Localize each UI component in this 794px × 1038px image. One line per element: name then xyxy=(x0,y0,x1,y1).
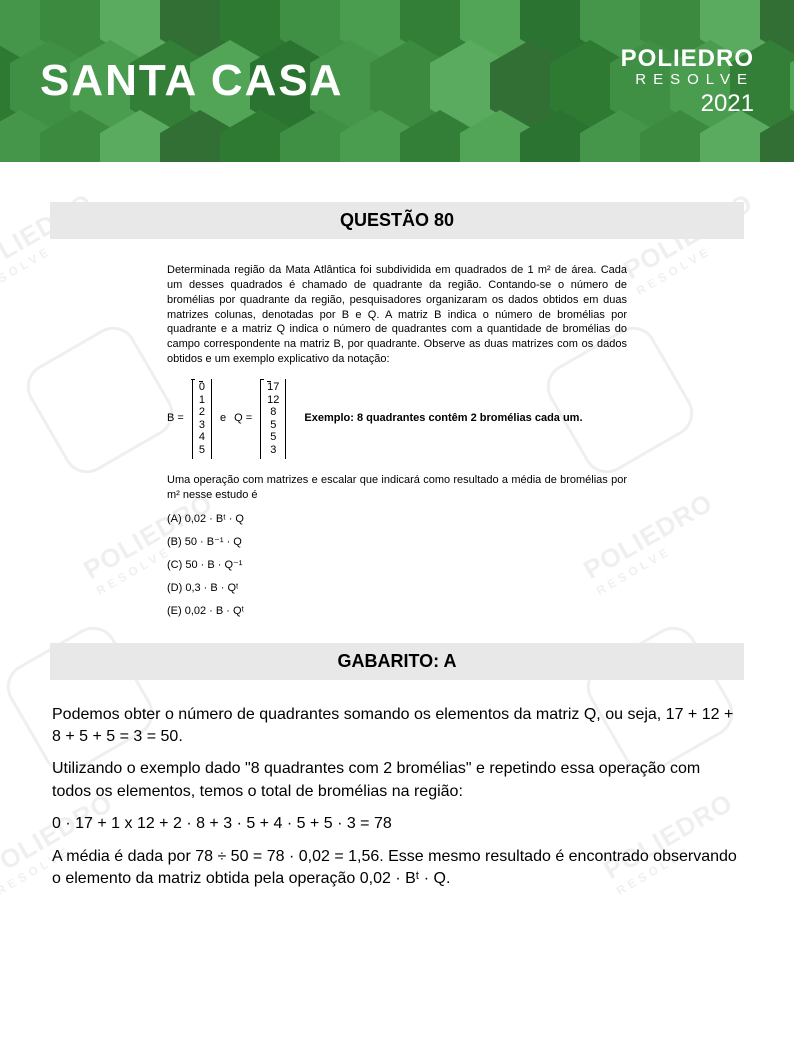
option-e: (E) 0,02 · B · Qᵗ xyxy=(167,604,627,619)
matrix-cell: 5 xyxy=(267,431,279,444)
brand-poliedro: POLIEDRO RESOLVE 2021 xyxy=(621,45,754,118)
matrix-Q-label: Q = xyxy=(234,411,252,426)
matrix-Q: 17128553 xyxy=(260,379,286,459)
question-body: Determinada região da Mata Atlântica foi… xyxy=(167,263,627,619)
brand-line2: RESOLVE xyxy=(621,71,754,88)
options-list: (A) 0,02 · Bᵗ · Q (B) 50 · B⁻¹ · Q (C) 5… xyxy=(167,512,627,618)
brand-line1: POLIEDRO xyxy=(621,45,754,73)
solution-body: Podemos obter o número de quadrantes som… xyxy=(50,704,744,891)
option-a: (A) 0,02 · Bᵗ · Q xyxy=(167,512,627,527)
brand-santa-casa: SANTA CASA xyxy=(40,56,344,106)
question-paragraph: Determinada região da Mata Atlântica foi… xyxy=(167,263,627,367)
matrix-cell: 1 xyxy=(199,394,205,407)
matrix-cell: 5 xyxy=(267,419,279,432)
page-content: QUESTÃO 80 Determinada região da Mata At… xyxy=(0,162,794,890)
brand-year: 2021 xyxy=(621,90,754,118)
option-d: (D) 0,3 · B · Qᵗ xyxy=(167,581,627,596)
matrix-cell: 2 xyxy=(199,406,205,419)
question-title-bar: QUESTÃO 80 xyxy=(50,202,744,239)
solution-p1: Podemos obter o número de quadrantes som… xyxy=(52,704,742,749)
matrix-B-label: B = xyxy=(167,411,184,426)
matrix-cell: 8 xyxy=(267,406,279,419)
matrix-row: B = 012345 e Q = 17128553 Exemplo: 8 qua… xyxy=(167,379,627,459)
matrix-cell: 12 xyxy=(267,394,279,407)
matrix-cell: 0 xyxy=(199,381,205,394)
answer-title-bar: GABARITO: A xyxy=(50,643,744,680)
matrix-and: e xyxy=(220,411,226,426)
matrix-cell: 17 xyxy=(267,381,279,394)
question-prompt: Uma operação com matrizes e escalar que … xyxy=(167,473,627,503)
solution-p3: 0 · 17 + 1 x 12 + 2 · 8 + 3 · 5 + 4 · 5 … xyxy=(52,813,742,835)
matrix-cell: 4 xyxy=(199,431,205,444)
matrix-B: 012345 xyxy=(192,379,212,459)
page-header: SANTA CASA POLIEDRO RESOLVE 2021 xyxy=(0,0,794,162)
option-b: (B) 50 · B⁻¹ · Q xyxy=(167,535,627,550)
matrix-cell: 3 xyxy=(199,419,205,432)
matrix-cell: 3 xyxy=(267,444,279,457)
matrix-example: Exemplo: 8 quadrantes contêm 2 bromélias… xyxy=(304,411,582,426)
solution-p4: A média é dada por 78 ÷ 50 = 78 · 0,02 =… xyxy=(52,846,742,891)
solution-p2: Utilizando o exemplo dado "8 quadrantes … xyxy=(52,758,742,803)
matrix-cell: 5 xyxy=(199,444,205,457)
option-c: (C) 50 · B · Q⁻¹ xyxy=(167,558,627,573)
